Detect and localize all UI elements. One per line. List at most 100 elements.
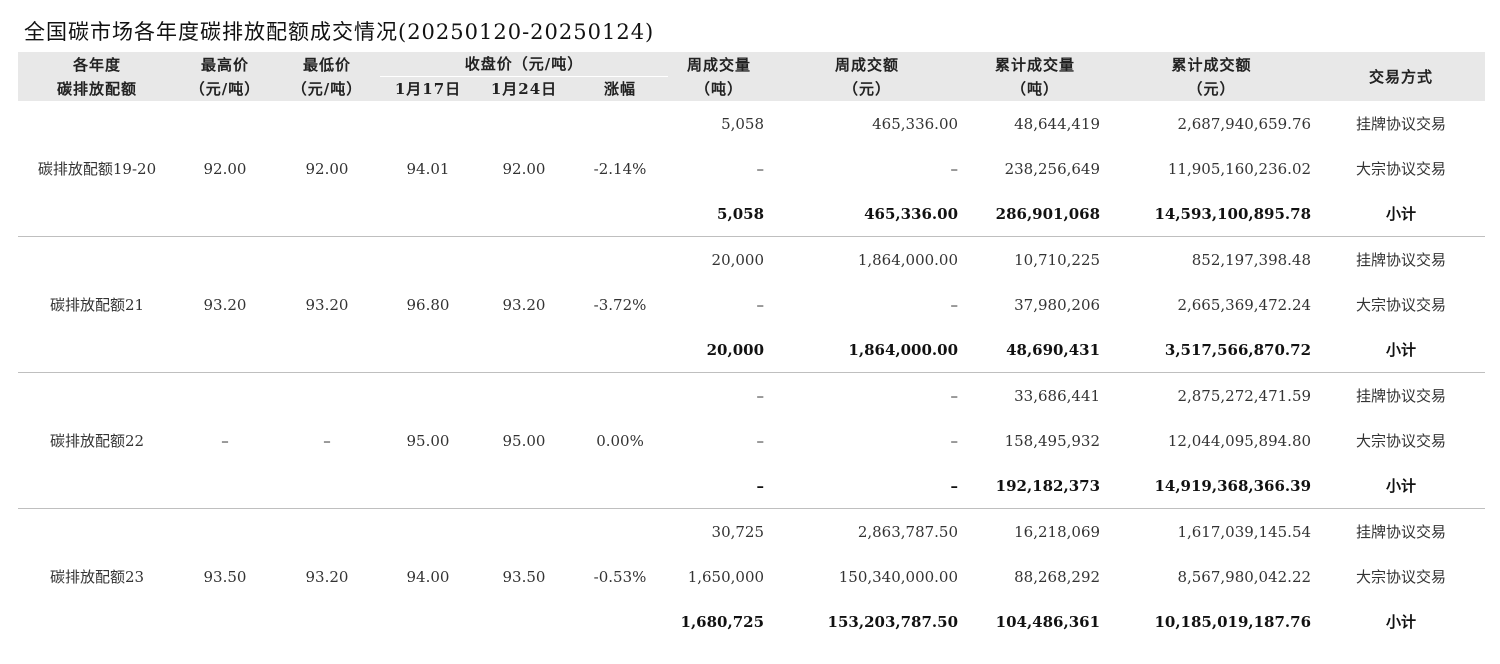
cum-amount: 3,517,566,870.72 [1106,327,1318,373]
week-volume: 30,725 [711,522,765,541]
header-week-volume: 周成交量 （吨） [668,52,771,101]
closing-jan24: 93.20 [476,236,572,373]
week-amount: 465,336.00 [872,114,959,133]
table-row: – – 238,256,649 11,905,160,236.02 大宗协议交易 [18,146,1485,191]
allowance-name: 碳排放配额19-20 [18,101,176,237]
week-volume: – [756,431,765,450]
trade-method: 大宗协议交易 [1356,160,1447,178]
price-change: -3.72% [572,236,669,373]
week-volume: 1,680,725 [680,612,765,631]
high-price: – [176,372,274,509]
subtotal-row: 1,680,725 153,203,787.50 104,486,361 10,185… [18,599,1485,644]
table-header: 各年度 碳排放配额 最高价 （元/吨） 最低价 （元/吨） 收盘价（元/吨） 周成交量… [18,52,1486,101]
trade-method: 小计 [1317,327,1486,373]
week-volume: 5,058 [721,114,765,133]
cum-volume: 10,710,225 [1014,250,1101,269]
subtotal-row: 20,000 1,864,000.00 48,690,431 3,517,566,87… [18,327,1486,373]
cum-volume: 48,644,419 [1014,114,1101,133]
cum-amount: 2,687,940,659.76 [1177,114,1312,133]
week-volume: 5,058 [668,191,771,237]
week-volume: 20,000 [711,250,765,269]
cum-amount: 1,617,039,145.54 [1177,522,1312,541]
low-price: – [274,372,380,509]
cum-volume: 33,686,441 [1014,386,1101,405]
header-cum-amount: 累计成交额 （元） [1106,52,1318,101]
week-volume: – [756,386,765,405]
cum-volume: 48,690,431 [964,327,1107,373]
closing-jan24: 93.50 [502,567,546,586]
cum-volume: 16,218,069 [1014,522,1101,541]
week-amount: 153,203,787.50 [827,612,959,631]
header-low-price: 最低价 （元/吨） [274,52,380,101]
table-row: 1,650,000 150,340,000.00 88,268,292 8,567,9… [18,554,1485,599]
cum-amount: 852,197,398.48 [1191,250,1312,269]
week-amount: – [950,431,959,450]
trade-method: 大宗协议交易 [1356,432,1447,450]
carbon-trading-table: 各年度 碳排放配额 最高价 （元/吨） 最低价 （元/吨） 收盘价（元/吨） 周成交量… [18,52,1486,644]
table-row: – – 37,980,206 2,665,369,472.24 大宗协议交易 [18,282,1485,327]
header-week-amount: 周成交额 （元） [770,52,965,101]
cum-amount: 14,593,100,895.78 [1106,191,1318,237]
cum-volume: 158,495,932 [1004,431,1101,450]
week-amount: – [950,386,959,405]
table-row: 碳排放配额19-20 92.00 92.00 94.01 92.00 -2.14% 5,05… [18,101,1485,237]
cum-amount: 2,665,369,472.24 [1177,295,1312,314]
price-change: -0.53% [593,567,647,586]
header-jan17: 1月17日 [380,76,476,101]
subtotal-row: – –192,182,373 14,919,368,366.39 小计 [18,463,1486,509]
closing-jan17: 94.00 [406,567,450,586]
cum-volume: 286,901,068 [964,191,1107,237]
week-volume: – [756,159,765,178]
closing-jan24: 92.00 [476,101,572,237]
week-amount: 150,340,000.00 [838,567,959,586]
low-price: 92.00 [274,101,380,237]
week-amount: 1,864,000.00 [770,327,965,373]
table-row: 碳排放配额22– –95.00 95.00 0.00% – –33,686,441 2,87… [18,372,1485,509]
table-row: 碳排放配额23 93.50 93.20 94.00 93.50 -0.53% 30,725 2… [18,509,1485,587]
trade-method: 挂牌协议交易 [1356,387,1447,405]
trade-method: 小计 [1386,613,1417,631]
price-change: -2.14% [572,101,669,237]
header-cum-volume: 累计成交量 （吨） [964,52,1107,101]
header-allowance: 各年度 碳排放配额 [18,52,176,101]
week-volume: 20,000 [668,327,771,373]
header-closing-price: 收盘价（元/吨） [380,52,669,77]
week-volume: – [756,295,765,314]
header-trade-method: 交易方式 [1317,52,1486,101]
trade-method: 大宗协议交易 [1356,296,1447,314]
week-volume: – [668,463,771,509]
week-amount: 2,863,787.50 [857,522,959,541]
high-price: 93.20 [176,236,274,373]
header-jan24: 1月24日 [476,76,572,101]
closing-jan24: 95.00 [476,372,572,509]
trade-method: 挂牌协议交易 [1356,115,1447,133]
trade-method: 挂牌协议交易 [1356,523,1447,541]
trade-method: 小计 [1317,191,1486,237]
cum-amount: 10,185,019,187.76 [1154,612,1312,631]
cum-volume: 88,268,292 [1014,567,1101,586]
cum-volume: 104,486,361 [995,612,1101,631]
week-amount: 1,864,000.00 [857,250,959,269]
allowance-name: 碳排放配额23 [49,568,145,586]
cum-volume: 37,980,206 [1014,295,1101,314]
allowance-name: 碳排放配额22 [18,372,176,509]
high-price: 92.00 [176,101,274,237]
closing-jan17: 94.01 [380,101,476,237]
closing-jan17: 95.00 [380,372,476,509]
cum-amount: 2,875,272,471.59 [1177,386,1312,405]
cum-volume: 238,256,649 [1004,159,1101,178]
cum-amount: 14,919,368,366.39 [1106,463,1318,509]
cum-volume: 192,182,373 [964,463,1107,509]
header-change: 涨幅 [572,76,669,101]
table-body: 碳排放配额19-20 92.00 92.00 94.01 92.00 -2.14% 5,05… [18,101,1486,644]
page-title: 全国碳市场各年度碳排放配额成交情况(20250120-20250124) [24,20,655,44]
price-change: 0.00% [572,372,669,509]
week-amount: 465,336.00 [770,191,965,237]
high-price: 93.50 [203,567,247,586]
closing-jan17: 96.80 [380,236,476,373]
week-volume: 1,650,000 [687,567,765,586]
low-price: 93.20 [305,567,349,586]
trade-method: 大宗协议交易 [1356,568,1447,586]
week-amount: – [770,463,965,509]
table-row: – – 158,495,932 12,044,095,894.80 大宗协议交易 [18,418,1485,463]
